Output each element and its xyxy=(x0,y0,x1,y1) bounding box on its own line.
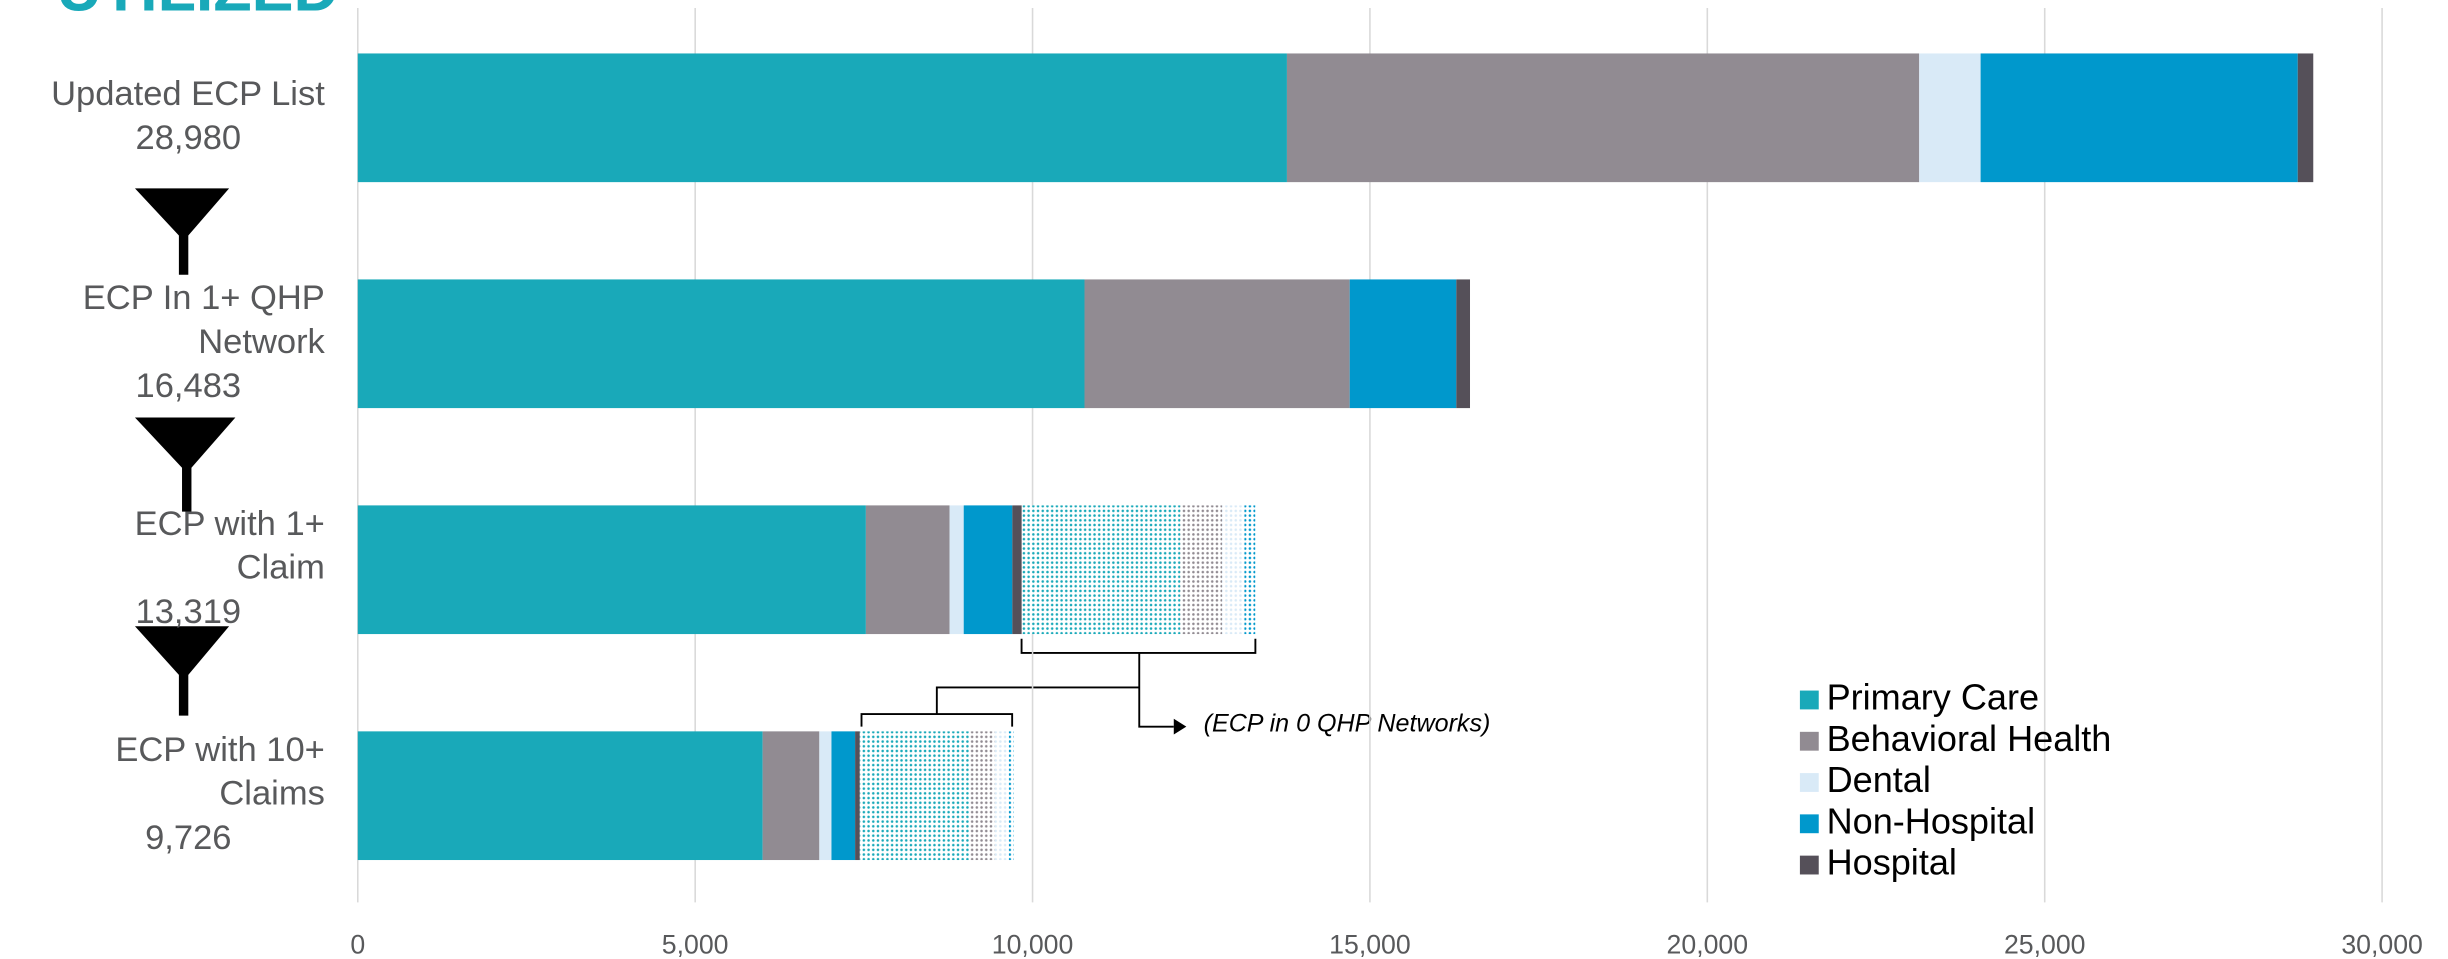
x-tick-label: 0 xyxy=(350,929,365,959)
bar-segment xyxy=(831,731,856,861)
legend-swatch xyxy=(1799,814,1819,834)
x-tick-label: 30,000 xyxy=(2341,929,2423,959)
total-label: 13,319 xyxy=(136,593,242,631)
legend-swatch xyxy=(1799,731,1819,751)
x-tick-label: 5,000 xyxy=(662,929,729,959)
category-label: Updated ECP List xyxy=(51,75,325,113)
bar-segment xyxy=(357,505,866,635)
bracket-annotation xyxy=(860,638,1257,735)
x-tick-label: 15,000 xyxy=(1329,929,1411,959)
chart-title: UTILIZED xyxy=(56,0,338,24)
bar-segment xyxy=(963,505,1013,635)
bar-segment xyxy=(865,505,950,635)
annotation: (ECP in 0 QHP Networks) xyxy=(1204,710,1491,738)
category-label: ECP with 10+ Claims xyxy=(115,731,324,813)
bar-segment xyxy=(1456,279,1471,409)
bar-segment xyxy=(1349,279,1457,409)
bar-segment xyxy=(855,731,860,861)
bar-segment xyxy=(357,53,1287,183)
funnel-icons xyxy=(134,188,236,716)
legend-label: Non-Hospital xyxy=(1827,800,2036,841)
x-tick-label: 25,000 xyxy=(2004,929,2086,959)
bar-segment xyxy=(819,731,832,861)
bar-segment xyxy=(1012,505,1022,635)
hatched-bar-segment xyxy=(969,731,995,861)
bar-segment xyxy=(2297,53,2314,183)
bar-segment xyxy=(357,731,763,861)
hatched-bar-segment xyxy=(1180,505,1223,635)
hatched-bar-segment xyxy=(1021,505,1181,635)
legend-label: Dental xyxy=(1827,759,1931,800)
bar-segment xyxy=(949,505,964,635)
bar-segment xyxy=(1286,53,1920,183)
category-label: ECP In 1+ QHP Network xyxy=(83,279,326,361)
bar-segment xyxy=(762,731,820,861)
category-label: ECP with 1+ Claim xyxy=(135,505,325,587)
legend-label: Behavioral Health xyxy=(1827,718,2112,759)
legend-swatch xyxy=(1799,773,1819,792)
total-label: 9,726 xyxy=(145,819,231,857)
bar-segment xyxy=(357,279,1085,409)
hatched-bar-segment xyxy=(1222,505,1245,635)
x-tick-label: 20,000 xyxy=(1667,929,1749,959)
total-label: 28,980 xyxy=(136,119,242,157)
bar-segment xyxy=(1084,279,1350,409)
legend-label: Hospital xyxy=(1827,842,1957,883)
legend-swatch xyxy=(1799,690,1819,710)
bar-segment xyxy=(1980,53,2298,183)
hatched-bar-segment xyxy=(994,731,1009,861)
total-label: 16,483 xyxy=(136,367,242,405)
bar-segment xyxy=(1919,53,1981,183)
hatched-bar-segment xyxy=(1244,505,1256,635)
x-tick-label: 10,000 xyxy=(992,929,1074,959)
hatched-bar-segment xyxy=(1008,731,1014,861)
legend-label: Primary Care xyxy=(1827,677,2040,718)
legend-swatch xyxy=(1799,855,1819,875)
hatched-bar-segment xyxy=(859,731,970,861)
